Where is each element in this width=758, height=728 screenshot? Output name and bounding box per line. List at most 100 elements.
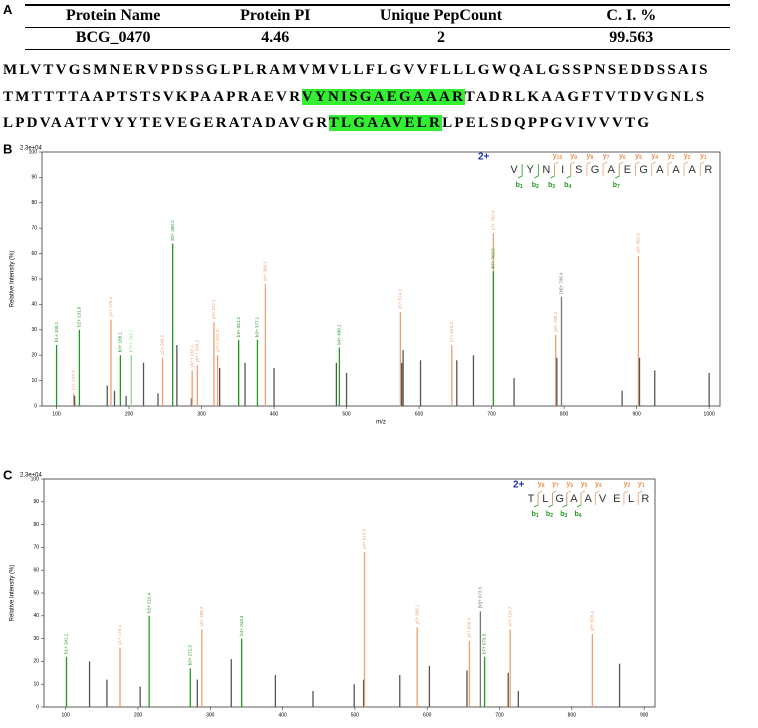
cleavage-mark	[667, 161, 673, 176]
peak-label: b1+ 101.1	[64, 633, 69, 654]
cleavage-mark	[552, 490, 557, 505]
cleavage-mark	[602, 161, 608, 176]
y-tick-label: 10	[33, 682, 39, 688]
residue: V	[599, 493, 607, 505]
ion-letter: b	[516, 182, 520, 189]
residue: V	[510, 164, 518, 176]
x-tick-label: 100	[62, 712, 71, 718]
residue: G	[639, 164, 648, 176]
y-tick-label: 10	[31, 378, 37, 384]
ion-number: 4	[579, 513, 582, 519]
y-tick-label: 100	[31, 476, 40, 482]
b-ion-label: b7	[613, 182, 620, 190]
ion-letter: b	[564, 182, 568, 189]
y-ion-label: y7	[552, 481, 559, 489]
cleavage-mark	[699, 161, 705, 176]
protein-table: Protein Name Protein PI Unique PepCount …	[25, 4, 730, 50]
residue: A	[689, 164, 697, 176]
y-ion-label: y10	[553, 153, 563, 161]
ion-number: 1	[520, 184, 523, 190]
table-cell: 4.46	[261, 29, 290, 46]
residue: E	[613, 493, 620, 505]
y-tick-label: 80	[33, 522, 39, 528]
residue: G	[555, 493, 564, 505]
ion-letter: y	[619, 153, 623, 160]
cleavage-mark	[550, 164, 555, 179]
cleavage-mark	[618, 161, 624, 176]
y-ion-label: y2	[624, 481, 631, 489]
peak-label: y9+ 902.5	[636, 233, 641, 253]
y-ion-label: y5	[635, 153, 642, 161]
b-ion-label: b3	[548, 182, 555, 190]
ion-letter: y	[595, 481, 599, 488]
peak-label: y7++ 322.2	[215, 329, 220, 352]
x-tick-label: 800	[560, 411, 569, 417]
ion-number: 3	[565, 513, 568, 519]
peak-label: y8+ 788.4	[553, 311, 558, 331]
ion-number: 1	[642, 483, 645, 489]
panel-label: B	[3, 141, 12, 156]
ion-number: 2	[688, 155, 691, 161]
y-tick-label: 60	[31, 251, 37, 257]
x-tick-label: 400	[270, 411, 279, 417]
cleavage-mark	[637, 490, 643, 505]
y-tick-label: 90	[31, 175, 37, 181]
ion-letter: y	[638, 481, 642, 488]
x-tick-label: 900	[640, 712, 649, 718]
peak-label: b3+ 351.2	[236, 316, 241, 337]
ion-letter: y	[570, 153, 574, 160]
ion-letter: y	[538, 481, 542, 488]
peak-label: b7+ 679.3	[482, 633, 487, 654]
x-tick-label: 500	[351, 712, 360, 718]
cleavage-mark	[533, 493, 539, 508]
y-ion-label: y2	[684, 153, 691, 161]
panel-label: C	[3, 467, 13, 482]
residue: R	[641, 493, 649, 505]
peak-label: [M]+ 673.5	[478, 586, 483, 608]
x-tick-label: 600	[423, 712, 432, 718]
charge-state: 2+	[478, 152, 490, 163]
ion-number: 3	[552, 184, 555, 190]
ion-letter: b	[560, 511, 564, 518]
ion-letter: y	[587, 153, 591, 160]
ion-number: 7	[556, 483, 559, 489]
residue: L	[628, 493, 634, 505]
sequence-segment: LPELSDQPPGVIVVVTG	[442, 115, 652, 131]
x-tick-label: 500	[342, 411, 351, 417]
peak-label: b3+ 377.1	[255, 316, 260, 337]
y-tick-label: 50	[31, 276, 37, 282]
ion-number: 3	[671, 155, 674, 161]
b-ion-label: b2	[546, 511, 553, 519]
y-tick-label: 0	[34, 403, 37, 409]
residue: A	[570, 493, 578, 505]
ion-letter: y	[651, 153, 655, 160]
cleavage-mark	[517, 164, 523, 179]
peak-label: y7+ 645.2	[449, 322, 454, 342]
ion-letter: b	[613, 182, 617, 189]
peak-label: b1+ 100.1	[54, 321, 59, 342]
residue: S	[575, 164, 582, 176]
y-tick-label: 80	[31, 200, 37, 206]
peak-label: y4+ 388.1	[263, 261, 268, 281]
y-axis-label: Relative Intensity (%)	[10, 251, 16, 308]
ion-number: 6	[623, 155, 626, 161]
cleavage-mark	[534, 164, 539, 179]
table-cell: 2	[436, 29, 445, 46]
ion-number: 6	[570, 483, 573, 489]
y-tick-label: 40	[33, 613, 39, 619]
cleavage-mark	[566, 164, 572, 179]
y-tick-label: 20	[31, 353, 37, 359]
y-ion-label: y1	[638, 481, 645, 489]
cleavage-mark	[548, 493, 553, 508]
peak-label: y2+ 288.2	[199, 606, 204, 626]
cleavage-mark	[570, 161, 575, 176]
x-axis-label: m/z	[376, 420, 386, 426]
ion-letter: b	[532, 182, 536, 189]
x-tick-label: 200	[134, 712, 143, 718]
peak-label: y5+ 574.2	[398, 289, 403, 309]
cleavage-mark	[576, 493, 582, 508]
y-ion-label: y7	[603, 153, 610, 161]
sequence-segment: LPDVAATTVYYTEVEGERATADAVGR	[3, 115, 329, 131]
peak-label: y3+ 317.1	[211, 299, 216, 319]
ion-number: 9	[574, 155, 577, 161]
